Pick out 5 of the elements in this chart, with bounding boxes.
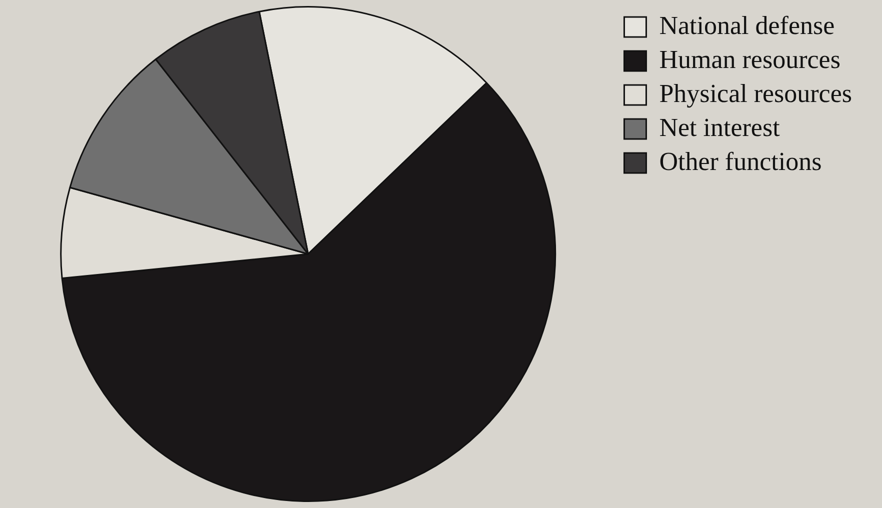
legend-label: Physical resources <box>659 78 852 108</box>
legend-label: Net interest <box>659 112 781 142</box>
legend-label: Human resources <box>659 44 840 74</box>
legend-label: Other functions <box>659 146 822 176</box>
legend-label: National defense <box>659 10 835 40</box>
